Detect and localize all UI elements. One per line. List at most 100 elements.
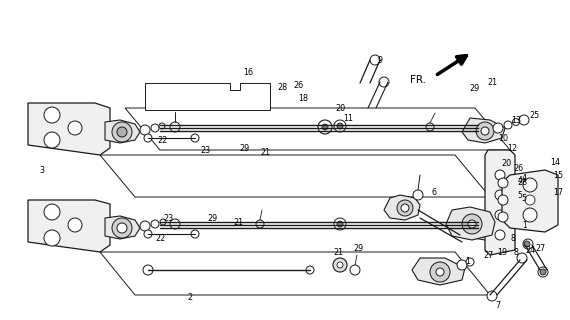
Circle shape xyxy=(144,230,152,238)
Text: 27: 27 xyxy=(535,244,545,252)
Circle shape xyxy=(44,230,60,246)
Circle shape xyxy=(112,122,132,142)
Circle shape xyxy=(256,220,264,228)
Circle shape xyxy=(151,220,159,228)
Text: 22: 22 xyxy=(155,234,165,243)
Text: 29: 29 xyxy=(240,143,250,153)
Circle shape xyxy=(160,219,166,225)
Polygon shape xyxy=(145,83,270,110)
Circle shape xyxy=(462,214,482,234)
Circle shape xyxy=(413,190,423,200)
Polygon shape xyxy=(502,170,558,232)
Circle shape xyxy=(170,219,180,229)
Text: 12: 12 xyxy=(507,143,517,153)
Circle shape xyxy=(523,178,537,192)
Circle shape xyxy=(493,123,503,133)
Circle shape xyxy=(512,118,519,125)
Circle shape xyxy=(44,204,60,220)
Text: 13: 13 xyxy=(511,116,521,124)
Polygon shape xyxy=(100,155,490,197)
Circle shape xyxy=(493,220,503,230)
Polygon shape xyxy=(485,150,515,255)
Circle shape xyxy=(337,123,343,129)
Circle shape xyxy=(140,221,150,231)
Circle shape xyxy=(318,120,332,134)
Circle shape xyxy=(159,123,165,129)
Circle shape xyxy=(334,218,346,230)
Polygon shape xyxy=(462,215,505,240)
Circle shape xyxy=(44,107,60,123)
Circle shape xyxy=(523,208,537,222)
Circle shape xyxy=(191,134,199,142)
Polygon shape xyxy=(28,103,110,155)
Text: 16: 16 xyxy=(243,68,253,76)
Polygon shape xyxy=(384,195,420,220)
Circle shape xyxy=(487,291,497,301)
Text: 5: 5 xyxy=(522,194,527,203)
Circle shape xyxy=(481,127,489,135)
Text: 23: 23 xyxy=(200,146,210,155)
Circle shape xyxy=(538,267,548,277)
Text: 3: 3 xyxy=(39,165,44,174)
Circle shape xyxy=(436,268,444,276)
Text: 27: 27 xyxy=(483,251,493,260)
Circle shape xyxy=(337,221,343,227)
Circle shape xyxy=(498,212,508,222)
Text: 4: 4 xyxy=(518,175,523,185)
Text: 19: 19 xyxy=(497,247,507,257)
Circle shape xyxy=(350,265,360,275)
Text: FR.: FR. xyxy=(410,75,426,85)
Circle shape xyxy=(334,120,346,132)
Circle shape xyxy=(523,239,533,249)
Text: 21: 21 xyxy=(260,148,270,156)
Circle shape xyxy=(117,223,127,233)
Circle shape xyxy=(140,125,150,135)
Text: 11: 11 xyxy=(343,114,353,123)
Text: 28: 28 xyxy=(277,83,287,92)
Text: 1: 1 xyxy=(523,220,527,229)
Circle shape xyxy=(495,190,505,200)
Text: 21: 21 xyxy=(333,247,343,257)
Text: 9: 9 xyxy=(377,55,382,65)
Text: 6: 6 xyxy=(431,188,437,196)
Polygon shape xyxy=(100,252,490,295)
Circle shape xyxy=(519,115,529,125)
Circle shape xyxy=(68,121,82,135)
Text: 1: 1 xyxy=(466,258,470,267)
Circle shape xyxy=(504,218,512,226)
Text: 26: 26 xyxy=(293,81,303,90)
Circle shape xyxy=(468,220,476,228)
Circle shape xyxy=(426,123,434,131)
Text: 4: 4 xyxy=(522,173,527,182)
Text: 21: 21 xyxy=(233,218,243,227)
Circle shape xyxy=(517,253,527,263)
Polygon shape xyxy=(105,120,140,143)
Text: 25: 25 xyxy=(529,110,539,119)
Text: 29: 29 xyxy=(353,244,363,252)
Circle shape xyxy=(495,210,505,220)
Circle shape xyxy=(397,200,413,216)
Circle shape xyxy=(144,134,152,142)
Text: 17: 17 xyxy=(553,188,563,196)
Circle shape xyxy=(495,230,505,240)
Circle shape xyxy=(170,122,180,132)
Text: 10: 10 xyxy=(498,133,508,142)
Circle shape xyxy=(68,218,82,232)
Polygon shape xyxy=(446,207,495,240)
Text: 14: 14 xyxy=(550,157,560,166)
Polygon shape xyxy=(412,258,465,285)
Circle shape xyxy=(191,230,199,238)
Text: 5: 5 xyxy=(518,190,523,199)
Circle shape xyxy=(112,218,132,238)
Circle shape xyxy=(151,124,159,132)
Circle shape xyxy=(540,269,546,275)
Polygon shape xyxy=(105,216,140,239)
Circle shape xyxy=(524,241,530,247)
Text: 21: 21 xyxy=(487,77,497,86)
Text: 23: 23 xyxy=(163,213,173,222)
Circle shape xyxy=(481,224,489,232)
Text: 29: 29 xyxy=(207,213,217,222)
Text: 18: 18 xyxy=(298,93,308,102)
Circle shape xyxy=(525,195,535,205)
Circle shape xyxy=(457,260,467,270)
